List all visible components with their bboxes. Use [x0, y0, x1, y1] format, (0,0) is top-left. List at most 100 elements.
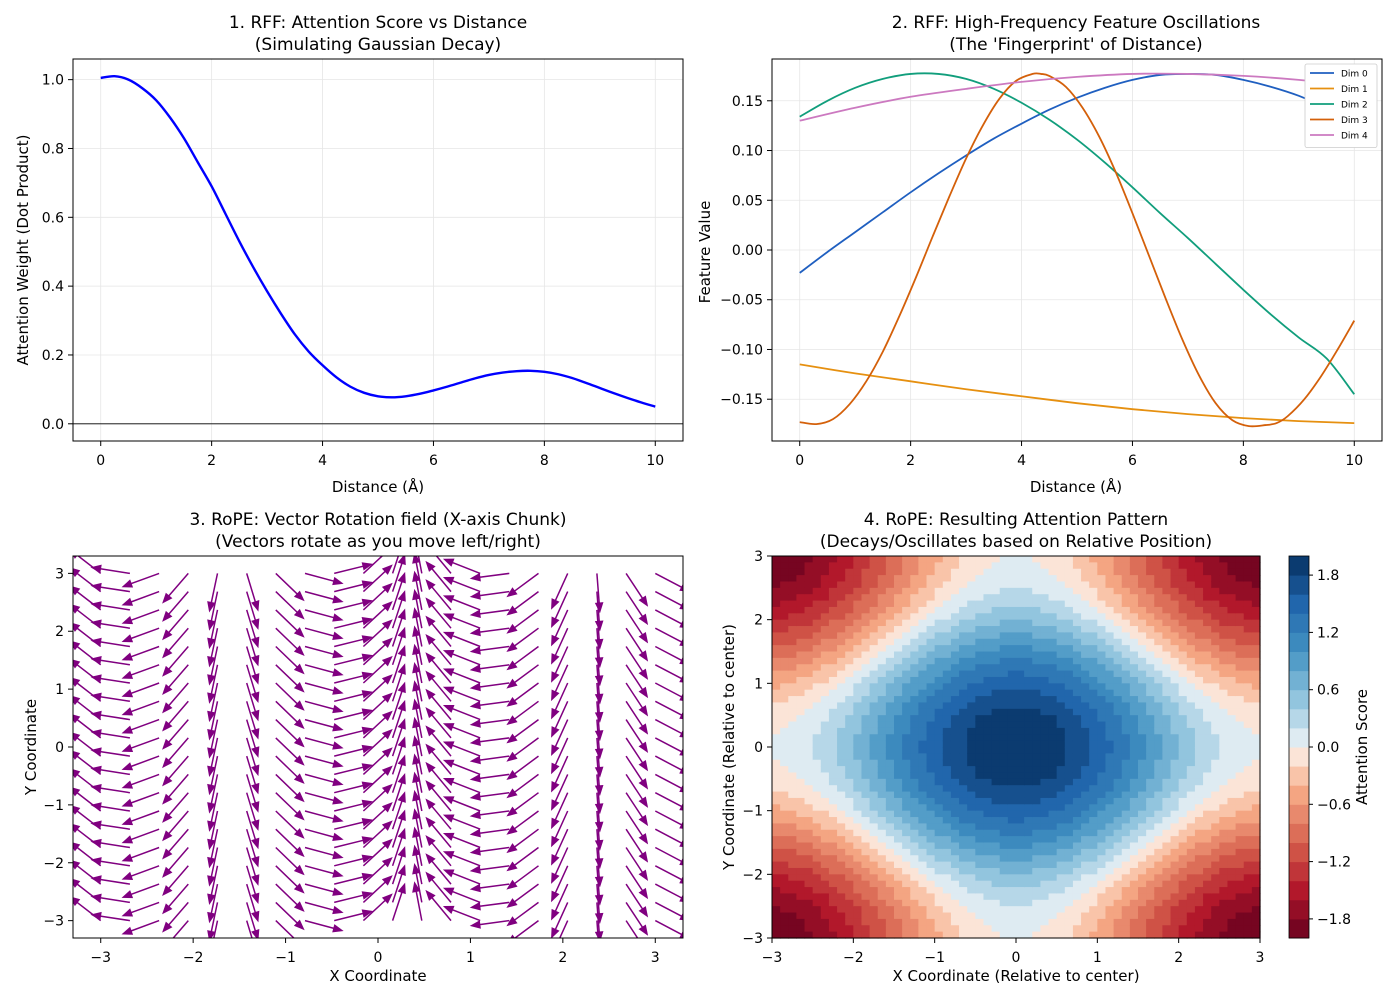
panel-4-heatmap-cell [1146, 696, 1155, 704]
panel-4-heatmap-cell [877, 906, 887, 914]
panel-4-heatmap-cell [1162, 581, 1172, 589]
panel-3-vector-arrow [510, 919, 539, 938]
panel-4-heatmap-cell [942, 689, 952, 697]
panel-4-heatmap-cell [1219, 734, 1229, 742]
panel-4-heatmap-cell [1040, 651, 1050, 659]
panel-4-heatmap-cell [861, 785, 871, 793]
panel-4-heatmap-cell [1243, 804, 1253, 812]
panel-4-heatmap-cell [1194, 747, 1204, 754]
panel-4-heatmap-cell [1178, 562, 1188, 570]
panel-4-heatmap-cell [926, 829, 936, 837]
panel-4-heatmap-cell [828, 797, 838, 805]
panel-3-x-axis-label: X Coordinate [329, 967, 426, 985]
panel-4-heatmap-cell [828, 632, 838, 640]
panel-3-vector-arrow [304, 627, 344, 640]
panel-3-vector-arrow [425, 761, 452, 794]
panel-4-heatmap-cell [967, 918, 976, 926]
panel-4-heatmap-cell [1251, 899, 1261, 907]
panel-4-heatmap-cell [1064, 766, 1074, 774]
panel-4-heatmap-cell [780, 721, 789, 729]
panel-4-heatmap-cell [1089, 817, 1098, 824]
panel-4-heatmap-cell [1194, 753, 1204, 761]
panel-4-heatmap-cell [1105, 931, 1115, 939]
panel-3-vector-arrow [654, 737, 683, 756]
panel-4-heatmap-cell [975, 683, 985, 691]
panel-4-heatmap-cell [780, 797, 789, 805]
panel-4-heatmap-cell [1186, 753, 1196, 761]
panel-4-heatmap-cell [877, 855, 887, 863]
panel-4-heatmap-cell [918, 823, 928, 831]
panel-4-heatmap-cell [877, 606, 887, 614]
panel-4-heatmap-cell [1227, 855, 1237, 863]
panel-3-vector-arrow [654, 901, 683, 921]
panel-4-heatmap-cell [796, 753, 806, 761]
panel-4-heatmap-cell [991, 594, 1001, 602]
panel-4-heatmap-cell [1170, 887, 1180, 895]
panel-4-heatmap-cell [1007, 836, 1017, 844]
panel-2-ytick-label: 0.05 [732, 193, 763, 209]
panel-4-heatmap-cell [804, 759, 814, 767]
panel-4-heatmap-cell [1064, 696, 1074, 704]
panel-3-vector-arrow [245, 810, 260, 850]
panel-4-heatmap-cell [1211, 581, 1220, 589]
panel-4-heatmap-cell [959, 772, 968, 780]
panel-4-heatmap-cell [1162, 727, 1172, 735]
panel-4-heatmap-cell [837, 638, 846, 646]
panel-4-heatmap-cell [772, 766, 781, 774]
panel-4-heatmap-cell [1186, 785, 1196, 793]
panel-4-heatmap-cell [853, 683, 863, 691]
panel-4-heatmap-cell [999, 855, 1009, 863]
panel-4-heatmap-cell [861, 899, 871, 907]
panel-4-heatmap-cell [828, 689, 838, 697]
panel-4-heatmap-cell [1032, 887, 1041, 895]
panel-4-heatmap-cell [828, 587, 838, 595]
panel-4-heatmap-cell [861, 715, 871, 723]
panel-3-vector-arrow [442, 869, 481, 885]
panel-4-heatmap-cell [1178, 606, 1188, 614]
panel-4-heatmap-cell [1056, 931, 1066, 939]
panel-4-heatmap-cell [910, 727, 919, 735]
panel-4-heatmap-cell [1227, 587, 1237, 595]
panel-4-heatmap-cell [1235, 594, 1245, 602]
panel-4-heatmap-cell [877, 670, 887, 678]
panel-3-vector-arrow [391, 556, 400, 574]
panel-4-heatmap-cell [1105, 753, 1115, 761]
panel-4-heatmap-cell [1186, 778, 1196, 786]
panel-4-heatmap-cell [853, 708, 863, 716]
panel-4-heatmap-cell [1024, 689, 1033, 697]
panel-4-heatmap-cell [1007, 606, 1017, 614]
panel-4-heatmap-cell [1235, 918, 1245, 926]
panel-4-heatmap-cell [1105, 836, 1115, 844]
panel-1-rff-attention-score: 1. RFF: Attention Score vs Distance (Sim… [14, 13, 684, 496]
panel-4-heatmap-cell [902, 683, 911, 691]
panel-4-heatmap-cell [1040, 587, 1050, 595]
panel-3-vector-arrow [469, 865, 510, 874]
panel-4-heatmap-cell [1007, 785, 1017, 793]
panel-4-heatmap-cell [828, 931, 838, 939]
panel-4-heatmap-cell [950, 734, 960, 742]
panel-4-heatmap-cell [1072, 880, 1082, 888]
panel-4-heatmap-cell [788, 670, 797, 678]
panel-4-heatmap-cell [877, 568, 887, 576]
panel-4-heatmap-cell [918, 632, 928, 640]
panel-4-heatmap-cell [1016, 778, 1025, 786]
panel-4-heatmap-cell [1121, 880, 1131, 888]
panel-4-heatmap-cell [934, 791, 944, 799]
panel-4-heatmap-cell [999, 912, 1009, 920]
panel-4-heatmap-cell [942, 817, 952, 824]
panel-4-heatmap-cell [942, 899, 952, 907]
panel-4-heatmap-cell [1121, 651, 1131, 659]
panel-4-heatmap-cell [1113, 619, 1123, 627]
panel-4-heatmap-cell [1105, 747, 1115, 754]
panel-4-heatmap-cell [1081, 606, 1090, 614]
panel-4-heatmap-cell [853, 689, 863, 697]
panel-4-heatmap-cell [1194, 829, 1204, 837]
panel-4-heatmap-cell [1138, 880, 1147, 888]
panel-3-vector-arrow [304, 718, 344, 732]
panel-4-heatmap-cell [828, 747, 838, 754]
panel-4-heatmap-cell [1064, 708, 1074, 716]
panel-4-heatmap-cell [1146, 785, 1155, 793]
panel-4-heatmap-cell [1138, 912, 1147, 920]
panel-4-heatmap-cell [967, 931, 976, 939]
panel-4-heatmap-cell [1105, 676, 1115, 684]
